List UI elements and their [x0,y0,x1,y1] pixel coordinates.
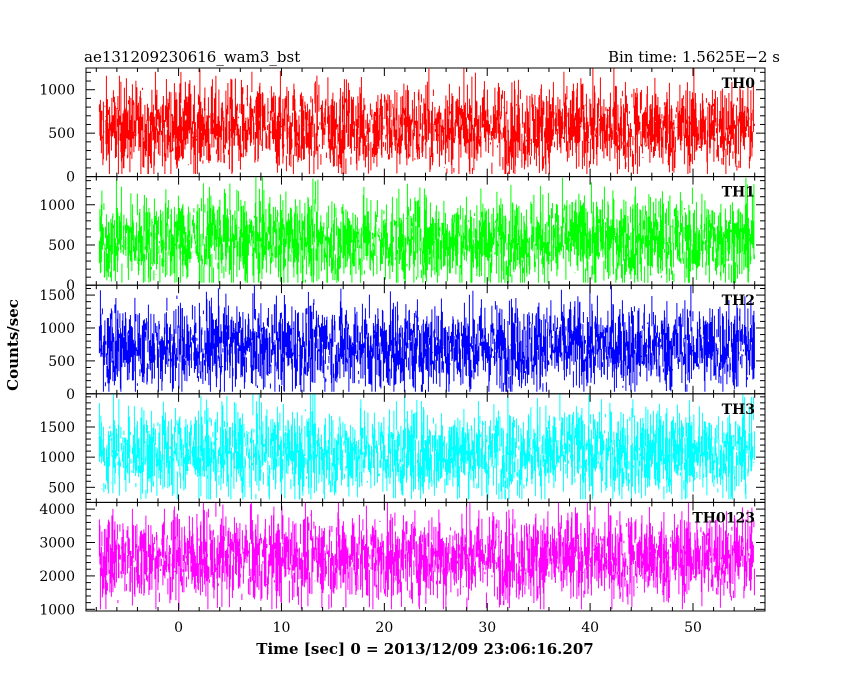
series-line-th1 [98,176,755,283]
y-tick-label: 0 [66,387,75,403]
series-line-th0123 [98,502,755,610]
panel-label-th1: TH1 [722,185,755,201]
y-tick-label: 1000 [39,83,75,99]
series-line-th0 [98,68,755,174]
y-tick-label: 1500 [39,420,75,436]
series-line-th3 [98,393,755,500]
x-tick-label: 10 [273,620,291,636]
series-line-th2 [98,285,755,392]
panel-th3: 500 1000 1500 TH3 [39,393,766,503]
y-tick-label: 1000 [39,321,75,337]
y-tick-label: 500 [48,126,75,142]
x-tick-label: 50 [684,620,702,636]
y-tick-label: 0 [66,278,75,294]
panel-th0123: 1000 2000 3000 4000 TH0123 [39,501,766,618]
x-tick-label: 30 [478,620,496,636]
panel-label-th0123: TH0123 [692,510,755,526]
y-tick-label: 2000 [39,569,75,585]
panel-label-th2: TH2 [722,293,755,309]
y-tick-label: 0 [66,170,75,186]
y-axis-label: Counts/sec [4,299,22,391]
y-tick-label: 500 [48,480,75,496]
y-tick-label: 500 [48,354,75,370]
panel-th2: 0 500 1000 1500 TH2 [39,284,766,403]
x-tick-label: 40 [581,620,599,636]
y-tick-label: 1000 [39,450,75,466]
panel-label-th0: TH0 [722,76,756,92]
y-tick-label: 1000 [39,602,75,618]
panel-th0: 0 500 1000 TH0 [39,67,766,186]
panel-label-th3: TH3 [722,402,755,418]
y-tick-label: 1500 [39,288,75,304]
y-tick-label: 1000 [39,198,75,214]
x-tick-label: 20 [375,620,393,636]
y-tick-label: 4000 [39,502,75,518]
y-tick-label: 3000 [39,535,75,551]
chart-title: ae131209230616_wam3_bst [84,48,300,66]
y-tick-label: 500 [48,238,75,254]
x-tick-label: 0 [174,620,183,636]
bin-time-label: Bin time: 1.5625E−2 s [608,48,780,66]
x-axis-label: Time [sec] 0 = 2013/12/09 23:06:16.207 [256,640,593,658]
panel-th1: 0 500 1000 TH1 [39,176,766,294]
